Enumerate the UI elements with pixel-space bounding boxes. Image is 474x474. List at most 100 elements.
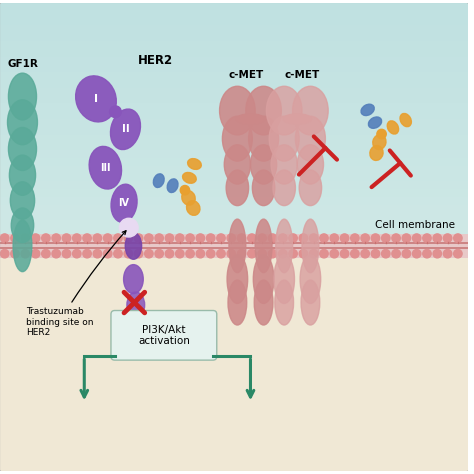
Circle shape	[392, 234, 401, 242]
Ellipse shape	[9, 128, 36, 171]
Ellipse shape	[110, 109, 140, 150]
Ellipse shape	[182, 191, 195, 205]
Bar	[0, 197, 468, 206]
Circle shape	[155, 249, 164, 258]
Bar	[0, 111, 468, 120]
Bar	[0, 119, 468, 128]
Circle shape	[340, 249, 349, 258]
Circle shape	[196, 249, 205, 258]
Bar	[0, 2, 468, 11]
Circle shape	[371, 249, 380, 258]
Circle shape	[279, 234, 287, 242]
Circle shape	[279, 249, 287, 258]
Bar	[0, 150, 468, 159]
Circle shape	[0, 234, 9, 242]
Circle shape	[11, 249, 19, 258]
Ellipse shape	[269, 116, 299, 161]
Circle shape	[402, 249, 410, 258]
Circle shape	[268, 249, 277, 258]
Bar	[0, 220, 468, 229]
Text: c-MET: c-MET	[284, 71, 319, 81]
Circle shape	[310, 249, 318, 258]
Ellipse shape	[300, 255, 321, 303]
Ellipse shape	[368, 117, 382, 128]
Circle shape	[42, 234, 50, 242]
Circle shape	[134, 234, 143, 242]
Bar	[0, 234, 468, 258]
FancyBboxPatch shape	[111, 310, 217, 360]
Circle shape	[443, 234, 452, 242]
Circle shape	[310, 234, 318, 242]
Bar	[0, 64, 468, 73]
Circle shape	[433, 234, 441, 242]
Circle shape	[186, 249, 194, 258]
Circle shape	[73, 234, 81, 242]
Circle shape	[402, 234, 410, 242]
Ellipse shape	[167, 179, 178, 192]
Circle shape	[42, 249, 50, 258]
Circle shape	[423, 249, 431, 258]
Circle shape	[52, 234, 60, 242]
Circle shape	[289, 234, 297, 242]
Bar	[0, 72, 468, 81]
Ellipse shape	[227, 255, 248, 303]
Circle shape	[237, 234, 246, 242]
Ellipse shape	[237, 114, 264, 124]
Bar	[0, 127, 468, 136]
Circle shape	[21, 249, 29, 258]
Bar	[0, 88, 468, 97]
Ellipse shape	[124, 264, 143, 294]
Bar	[0, 26, 468, 34]
Ellipse shape	[8, 100, 37, 145]
Bar	[0, 33, 468, 42]
Circle shape	[217, 234, 225, 242]
Ellipse shape	[274, 255, 294, 303]
Ellipse shape	[246, 86, 282, 135]
Ellipse shape	[254, 280, 273, 325]
Circle shape	[412, 249, 421, 258]
Bar	[0, 213, 468, 221]
Ellipse shape	[11, 208, 34, 243]
Circle shape	[248, 234, 256, 242]
Ellipse shape	[111, 184, 137, 222]
Circle shape	[330, 234, 338, 242]
Circle shape	[330, 249, 338, 258]
Circle shape	[155, 234, 164, 242]
Text: GF1R: GF1R	[7, 59, 38, 69]
Bar	[0, 56, 468, 65]
Circle shape	[114, 249, 122, 258]
Circle shape	[371, 234, 380, 242]
Ellipse shape	[266, 86, 302, 135]
Ellipse shape	[229, 219, 246, 273]
Circle shape	[443, 249, 452, 258]
Ellipse shape	[253, 255, 274, 303]
Ellipse shape	[222, 116, 252, 161]
Bar	[0, 182, 468, 190]
Circle shape	[175, 234, 184, 242]
Bar	[0, 135, 468, 143]
Circle shape	[145, 234, 153, 242]
Ellipse shape	[252, 170, 275, 206]
Circle shape	[186, 234, 194, 242]
Bar	[0, 96, 468, 104]
Circle shape	[361, 249, 369, 258]
Ellipse shape	[125, 233, 142, 259]
Bar	[0, 18, 468, 27]
Ellipse shape	[76, 76, 116, 122]
Circle shape	[207, 249, 215, 258]
Ellipse shape	[228, 280, 247, 325]
Text: Cell membrane: Cell membrane	[374, 220, 455, 230]
Circle shape	[351, 234, 359, 242]
Ellipse shape	[224, 145, 250, 184]
Text: Trastuzumab
binding site on
HER2: Trastuzumab binding site on HER2	[26, 231, 126, 337]
Circle shape	[93, 249, 101, 258]
Circle shape	[454, 234, 462, 242]
Ellipse shape	[370, 146, 383, 160]
Ellipse shape	[186, 201, 200, 215]
Circle shape	[134, 249, 143, 258]
Ellipse shape	[292, 86, 328, 135]
Circle shape	[180, 185, 190, 195]
Circle shape	[258, 249, 266, 258]
Bar	[0, 49, 468, 57]
Circle shape	[103, 234, 112, 242]
